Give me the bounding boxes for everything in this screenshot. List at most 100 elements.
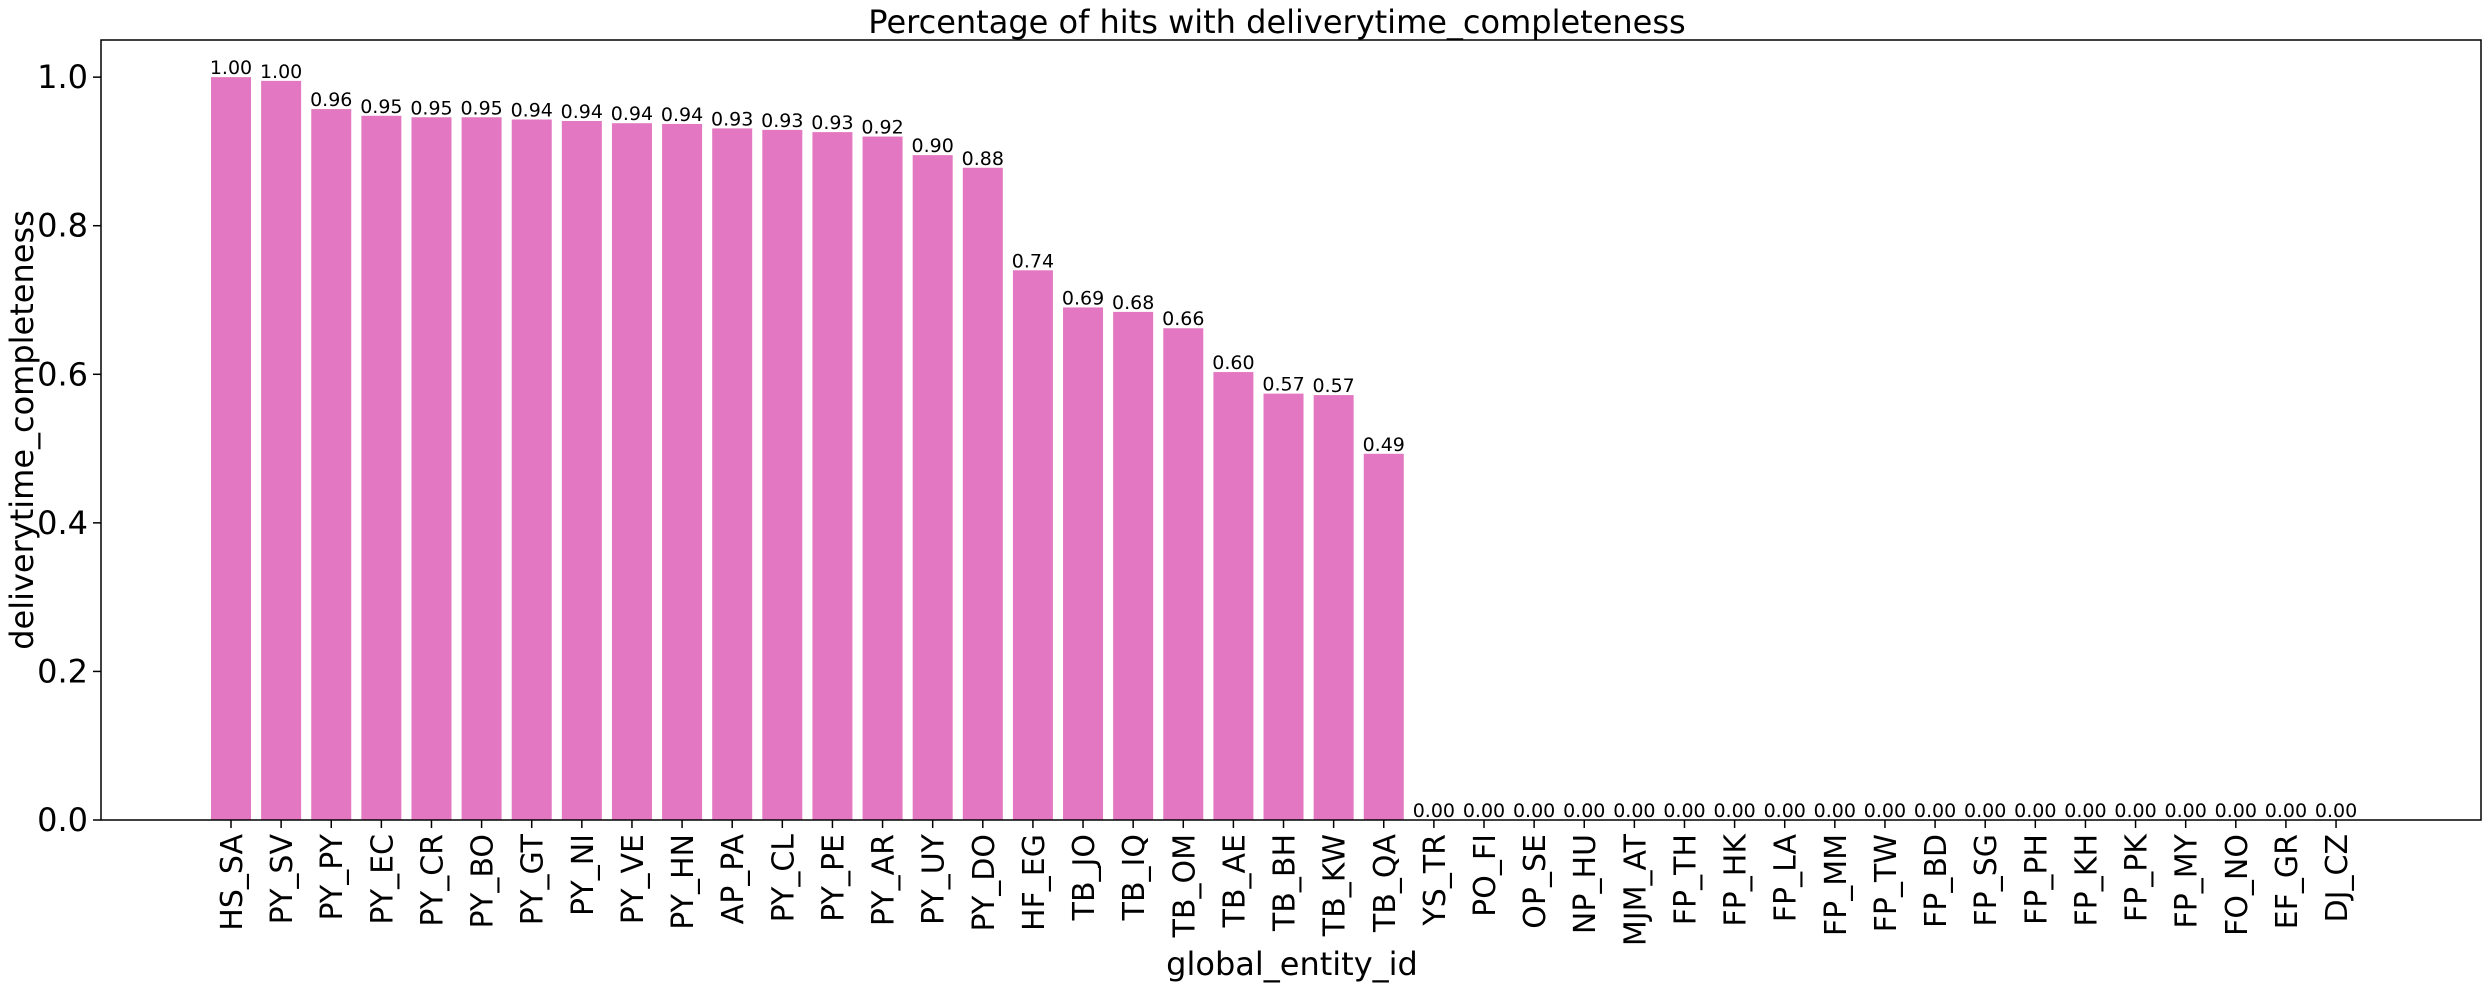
data-label: 0.00 [1814, 800, 1856, 822]
x-tick-label: AP_PA [716, 834, 751, 925]
data-label: 0.90 [912, 135, 954, 157]
data-label: 0.00 [1563, 800, 1605, 822]
data-label: 0.93 [811, 112, 853, 134]
x-tick-label: PY_BO [466, 834, 501, 928]
data-label: 0.57 [1312, 375, 1354, 397]
x-tick-label: TB_JO [1067, 834, 1102, 921]
data-labels-group: 1.00 1.00 0.96 0.95 0.95 0.95 0.94 0.94 0.94 0.94… [210, 57, 2357, 822]
x-tick-label: FP_TW [1869, 834, 1904, 932]
x-tick-label: PY_PY [315, 833, 350, 920]
bar-py-ve [611, 123, 652, 820]
bar-py-cr [411, 117, 452, 820]
x-tick-label: TB_BH [1268, 834, 1303, 932]
y-axis: 0.0 0.2 0.4 0.6 0.8 1.0 [37, 58, 101, 839]
y-tick-label: 0.8 [37, 207, 88, 245]
data-label: 0.93 [761, 110, 803, 132]
x-tick-label: PY_NI [566, 834, 601, 916]
bar-py-ec [361, 115, 402, 820]
bar-py-cl [762, 129, 803, 820]
x-tick-label: PY_UY [917, 833, 952, 925]
data-label: 0.00 [1613, 800, 1655, 822]
plot-frame [100, 39, 2482, 821]
x-tick-label: YS_TR [1418, 834, 1453, 927]
data-label: 0.95 [360, 96, 402, 118]
data-label: 0.92 [861, 117, 903, 139]
bar-py-pe [812, 132, 853, 821]
data-label: 0.00 [2114, 800, 2156, 822]
bar-py-bo [461, 117, 502, 820]
data-label: 0.93 [711, 108, 753, 130]
bar-py-uy [912, 155, 953, 820]
bar-py-hn [662, 123, 703, 820]
data-label: 0.69 [1062, 287, 1104, 309]
data-label: 0.94 [511, 99, 553, 121]
bar-tb-kw [1313, 395, 1354, 820]
y-tick-label: 0.4 [37, 504, 88, 542]
x-tick-label: FP_SG [1969, 834, 2004, 927]
bar-hf-eg [1012, 270, 1053, 820]
x-tick-label: DJ_CZ [2320, 834, 2355, 922]
y-tick-label: 1.0 [37, 58, 88, 96]
x-tick-label: NP_HU [1568, 834, 1603, 934]
x-tick-label: PY_CL [766, 834, 801, 923]
x-tick-label: FP_PK [2120, 833, 2155, 922]
data-label: 0.49 [1363, 434, 1405, 456]
x-tick-label: PY_VE [616, 834, 651, 924]
data-label: 0.94 [561, 101, 603, 123]
x-tick-label: TB_OM [1167, 834, 1202, 938]
x-tick-label: TB_AE [1217, 834, 1252, 928]
x-tick-label: PY_GT [516, 833, 551, 925]
data-label: 0.00 [1463, 800, 1505, 822]
x-tick-label: HS_SA [215, 834, 250, 931]
bar-py-ar [862, 136, 903, 820]
x-tick-label: EF_GR [2270, 834, 2305, 929]
x-tick-label: PO_FI [1468, 834, 1503, 917]
data-label: 0.00 [2165, 800, 2207, 822]
y-tick-label: 0.6 [37, 355, 88, 393]
x-axis: HS_SA PY_SV PY_PY PY_EC PY_CR PY_BO PY_GT PY_NI… [215, 820, 2355, 946]
x-tick-label: PY_EC [365, 834, 400, 925]
data-label: 0.00 [1764, 800, 1806, 822]
data-label: 0.00 [1713, 800, 1755, 822]
x-tick-label: PY_PE [816, 834, 851, 922]
data-label: 0.95 [410, 97, 452, 119]
x-tick-label: PY_AR [867, 834, 902, 926]
y-tick-label: 0.0 [37, 801, 88, 839]
data-label: 0.95 [460, 97, 502, 119]
bar-tb-iq [1113, 311, 1154, 820]
x-tick-label: FP_KH [2069, 834, 2104, 927]
data-label: 0.94 [611, 103, 653, 125]
data-label: 0.00 [2265, 800, 2307, 822]
data-label: 0.00 [2315, 800, 2357, 822]
bar-py-sv [261, 80, 302, 821]
x-tick-label: FP_BD [1919, 834, 1954, 928]
data-label: 0.66 [1162, 308, 1204, 330]
bars-group [211, 77, 1404, 821]
bar-py-gt [511, 119, 552, 821]
data-label: 0.00 [2014, 800, 2056, 822]
bar-py-do [962, 167, 1003, 820]
data-label: 0.94 [661, 104, 703, 126]
data-label: 0.68 [1112, 292, 1154, 314]
data-label: 0.88 [962, 148, 1004, 170]
x-tick-label: PY_CR [415, 834, 450, 927]
data-label: 0.00 [2064, 800, 2106, 822]
data-label: 0.57 [1262, 374, 1304, 396]
data-label: 0.00 [1964, 800, 2006, 822]
bar-hs-sa [211, 77, 251, 820]
data-label: 0.00 [1864, 800, 1906, 822]
chart-title: Percentage of hits with deliverytime_com… [868, 3, 1685, 41]
x-tick-label: FP_TH [1668, 834, 1703, 925]
data-label: 1.00 [210, 57, 252, 79]
x-tick-label: PY_SV [265, 834, 300, 925]
data-label: 0.60 [1212, 352, 1254, 374]
data-label: 1.00 [260, 61, 302, 83]
data-label: 0.96 [310, 89, 352, 111]
x-tick-label: FO_NO [2220, 834, 2255, 936]
bar-tb-qa [1363, 453, 1404, 820]
x-tick-label: OP_SE [1518, 834, 1553, 929]
bar-tb-bh [1263, 393, 1304, 820]
bar-py-ni [561, 120, 602, 821]
x-tick-label: TB_KW [1318, 834, 1353, 937]
